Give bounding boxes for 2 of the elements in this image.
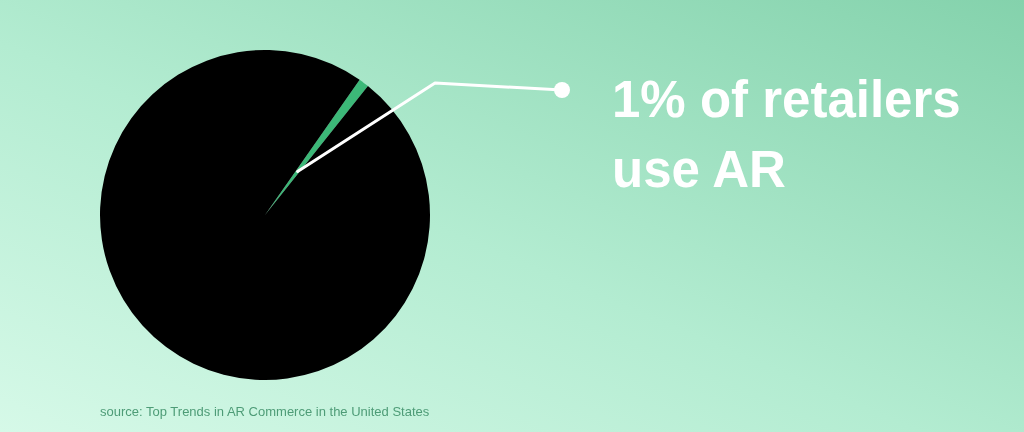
source-note: source: Top Trends in AR Commerce in the United States bbox=[100, 404, 430, 419]
slice-label: 1% of retailers use AR bbox=[612, 71, 961, 198]
